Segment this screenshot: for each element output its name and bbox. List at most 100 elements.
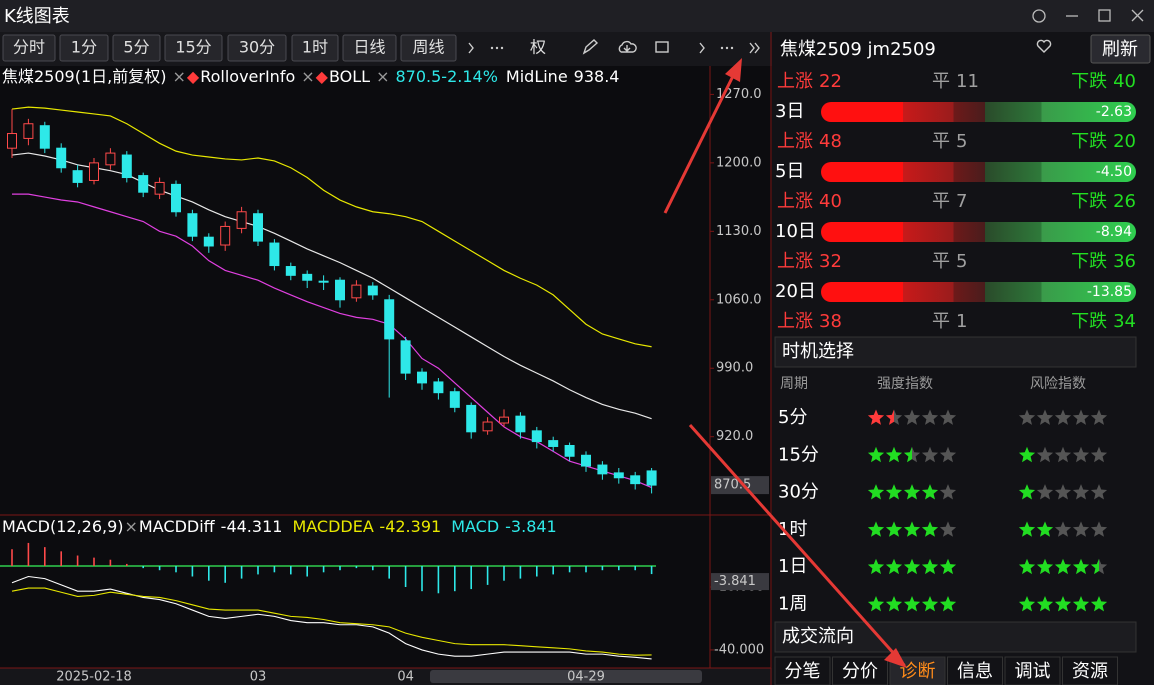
section-header <box>774 621 1137 653</box>
close-button[interactable] <box>1131 9 1144 22</box>
legend-item: RolloverInfo <box>200 67 295 86</box>
tab-label[interactable]: 信息 <box>957 661 993 682</box>
annotation-arrows <box>663 58 907 668</box>
maximize-button[interactable] <box>1098 9 1111 22</box>
rating-star <box>1072 596 1090 612</box>
collapse-arrow[interactable] <box>749 42 760 54</box>
candle-body <box>72 170 83 183</box>
flat-label: 平 <box>932 251 950 272</box>
down-value: 34 <box>1113 311 1136 332</box>
tab[interactable] <box>947 656 1003 685</box>
period-button[interactable] <box>164 34 223 62</box>
section-title: 成交流向 <box>782 626 854 647</box>
more-dots[interactable] <box>490 46 504 50</box>
rating-star <box>921 558 939 575</box>
flat-value: 5 <box>956 131 967 152</box>
candle-body <box>564 444 575 457</box>
tab-label[interactable]: 调试 <box>1015 661 1051 682</box>
rating-star <box>1018 409 1036 425</box>
breadth-bar <box>821 222 1136 242</box>
period-label[interactable]: 周线 <box>412 38 444 57</box>
y-tick-label: 990.0 <box>716 361 753 376</box>
legend-item: MACDDiff <box>139 517 216 536</box>
period-button[interactable] <box>291 34 339 62</box>
favorite-icon[interactable] <box>1036 39 1052 53</box>
up-label: 上涨 <box>777 251 813 272</box>
legend-item: ◆ <box>187 67 200 86</box>
window-title: K线图表 <box>4 6 70 27</box>
rating-star <box>939 484 957 500</box>
tab[interactable] <box>832 656 888 685</box>
up-value: 48 <box>819 131 842 152</box>
period-label[interactable]: 30分 <box>239 38 275 57</box>
tab[interactable] <box>1004 656 1061 685</box>
period-label[interactable]: 分时 <box>13 38 45 57</box>
candle-body <box>613 472 624 479</box>
period-change: -4.50 <box>1096 164 1132 180</box>
candle-body <box>499 416 509 424</box>
tab-label[interactable]: 诊断 <box>900 661 936 682</box>
tab-label[interactable]: 分笔 <box>785 661 821 682</box>
flat-label: 平 <box>932 71 950 92</box>
rating-star <box>1072 409 1090 425</box>
tab-label[interactable]: 分价 <box>842 661 878 682</box>
tab-label[interactable]: 资源 <box>1072 661 1108 682</box>
more-arrow[interactable] <box>468 42 474 54</box>
rating-star <box>939 558 957 575</box>
candle-body <box>269 242 280 267</box>
period-label[interactable]: 日线 <box>353 38 385 57</box>
down-count: 下跌 36 <box>1071 251 1136 272</box>
period-button[interactable] <box>2 34 56 62</box>
period-label[interactable]: 15分 <box>175 38 211 57</box>
down-label: 下跌 <box>1071 311 1107 332</box>
up-label: 上涨 <box>777 131 813 152</box>
y-tick-label: 920.0 <box>716 429 753 444</box>
rating-star <box>1054 596 1072 612</box>
legend-item: × <box>172 67 185 86</box>
period-button[interactable] <box>342 34 397 62</box>
toolbar-icons[interactable] <box>468 39 1052 55</box>
rating-star <box>1090 596 1108 612</box>
tab[interactable] <box>774 656 831 685</box>
refresh-label[interactable]: 刷新 <box>1102 39 1138 60</box>
legend-item: ◆ <box>316 67 329 86</box>
rating-star <box>1072 558 1090 575</box>
chart-area <box>0 66 772 668</box>
period-button[interactable] <box>59 34 109 62</box>
next-arrow[interactable] <box>699 42 705 54</box>
down-value: 26 <box>1113 191 1136 212</box>
scrollbar[interactable] <box>430 670 702 683</box>
column-header: 周期 <box>780 376 808 392</box>
candle-body <box>302 273 313 281</box>
up-count: 上涨 22 <box>777 71 842 92</box>
draw-icon[interactable] <box>582 39 599 55</box>
legend-item: MACD <box>451 517 499 536</box>
window-icon[interactable] <box>655 41 669 53</box>
refresh-button[interactable] <box>1090 34 1151 64</box>
macd-line <box>11 587 652 656</box>
rating-star <box>1090 409 1108 425</box>
candle-body <box>121 154 132 179</box>
tab[interactable] <box>1062 656 1118 685</box>
legend-item: × <box>376 67 389 86</box>
candle-body <box>220 225 231 246</box>
legend-item: 938.4 <box>574 67 620 86</box>
period-label[interactable]: 5分 <box>123 38 149 57</box>
rights-button[interactable]: 权 <box>530 38 546 57</box>
menu-dots[interactable] <box>720 46 734 50</box>
period-label[interactable]: 1分 <box>71 38 97 57</box>
download-icon[interactable] <box>618 40 637 53</box>
help-button[interactable] <box>1032 9 1046 23</box>
period-label[interactable]: 1时 <box>302 38 328 57</box>
x-tick-label: 2025-02-18 <box>56 670 132 685</box>
period-change: -2.63 <box>1096 104 1132 120</box>
period-button[interactable] <box>112 34 161 62</box>
period-button[interactable] <box>400 34 457 62</box>
window-controls[interactable] <box>1032 9 1144 23</box>
down-label: 下跌 <box>1071 251 1107 272</box>
period-label: 20日 <box>775 281 816 302</box>
rating-star <box>1054 558 1072 575</box>
legend-item: 焦煤2509(1日,前复权) <box>2 67 166 86</box>
period-button[interactable] <box>227 34 287 62</box>
